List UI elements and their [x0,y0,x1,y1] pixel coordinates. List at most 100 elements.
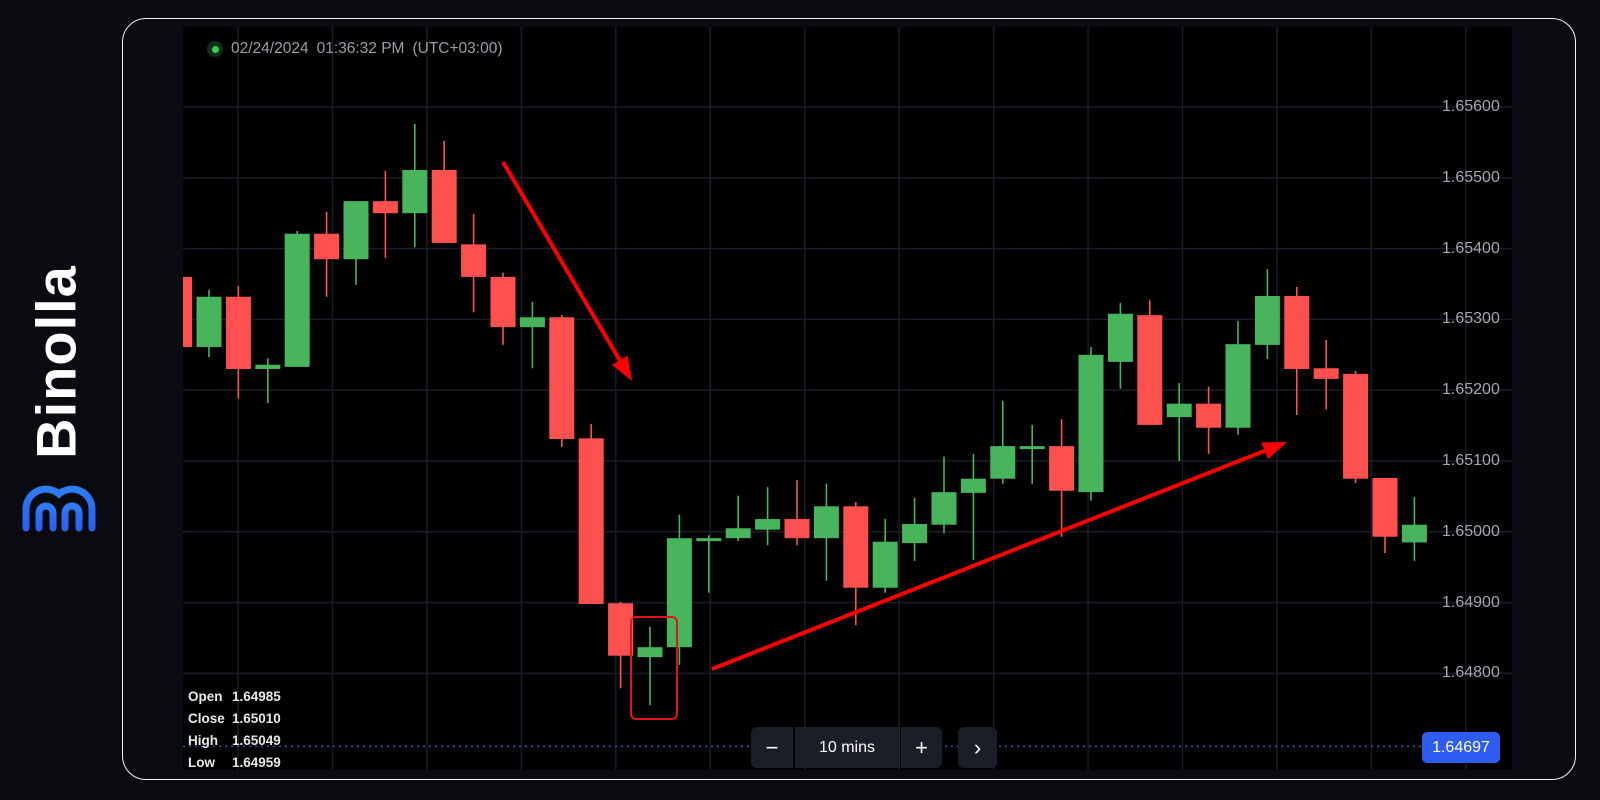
candle-body [431,170,457,243]
candle [1343,371,1369,483]
candle [372,170,398,258]
candle-body [1166,403,1192,418]
candle-body [666,538,692,648]
candle [431,140,457,243]
candle-body [314,233,340,260]
candle [578,424,604,605]
candle-body [813,506,839,539]
zoom-out-button[interactable]: − [751,727,793,768]
candle-body [343,201,369,260]
candle-body [1284,296,1310,369]
candle [1372,477,1398,554]
candle [725,495,751,542]
candle [196,289,222,357]
candle-body [1137,315,1163,425]
zoom-controls: − 10 mins + › [751,727,997,768]
candle-body [1196,403,1222,428]
candle-body [1107,313,1133,362]
candle-body [990,446,1016,479]
price-tick-label: 1.64900 [1442,593,1500,611]
candle-body [578,438,604,605]
candle [1313,339,1339,410]
candle [902,497,928,561]
annotations [501,160,1287,720]
candle-body [637,647,663,658]
candle [1284,286,1310,415]
candle-body [843,506,869,588]
ohlc-label: High [188,733,218,748]
candle-body [725,528,751,539]
candle [1254,269,1280,360]
zoom-in-button[interactable]: + [901,727,942,768]
candle-body [1313,368,1339,379]
candle-body [902,524,928,544]
candle [784,480,810,546]
candle [1049,419,1075,537]
candle-body [255,364,281,369]
candle-body [872,541,898,588]
highlight-box [630,616,678,720]
arrow-shaft [501,160,622,362]
candle [608,601,634,689]
candle [1196,386,1222,454]
candle-body [225,296,251,369]
price-tick-label: 1.65400 [1442,239,1500,257]
ohlc-open: Open 1.64985 [188,686,281,708]
price-tick-label: 1.64800 [1442,664,1500,682]
candle-body [372,201,398,214]
binolla-logo-icon [22,485,96,532]
candle [1401,497,1427,561]
candle [343,201,369,285]
current-price-badge: 1.64697 [1422,732,1500,763]
candle-body [1225,344,1251,428]
candle [666,514,692,665]
interval-selector[interactable]: 10 mins [795,727,899,768]
candle [183,276,193,348]
arrow-shaft [711,448,1266,671]
candle-body [196,296,222,348]
price-tick-label: 1.65600 [1442,98,1500,115]
price-tick-label: 1.65300 [1442,310,1500,328]
arrow-head [1261,442,1287,460]
candle-body [1254,296,1280,345]
candle [755,487,781,546]
scroll-right-button[interactable]: › [958,727,997,768]
candle-body [461,244,487,277]
candles [183,123,1427,706]
candle [1166,383,1192,461]
ohlc-value: 1.65049 [232,733,281,748]
price-tick-label: 1.65100 [1442,452,1500,469]
chart-area[interactable] [183,27,1512,770]
candle-body [1078,354,1104,493]
candle-body [696,538,722,542]
candle [931,456,957,534]
candle-body [549,317,575,440]
candle [519,301,545,369]
ohlc-value: 1.65010 [232,711,281,726]
candle [1019,424,1045,484]
candle [1107,303,1133,389]
ohlc-label: Low [188,755,215,770]
grid-lines [183,27,1512,770]
candle [1078,347,1104,501]
ohlc-panel: Open 1.64985 Close 1.65010 High 1.65049 Low… [188,686,281,774]
candle-body [284,233,310,367]
ohlc-value: 1.64985 [232,689,281,704]
ohlc-label: Open [188,689,223,704]
ohlc-low: Low 1.64959 [188,752,281,774]
price-tick-label: 1.65200 [1442,381,1500,399]
candle-body [608,603,634,656]
header-time: 01:36:32 PM [316,40,405,57]
candle-body [490,276,516,328]
price-tick-label: 1.65000 [1442,522,1500,540]
price-tick-label: 1.65500 [1442,168,1500,186]
candle-body [1372,477,1398,537]
live-dot-icon [207,41,223,57]
candle [960,453,986,561]
ohlc-label: Close [188,711,225,726]
candle [696,535,722,593]
candle [225,286,251,399]
candle-body [960,478,986,493]
candle-body [1019,446,1045,450]
